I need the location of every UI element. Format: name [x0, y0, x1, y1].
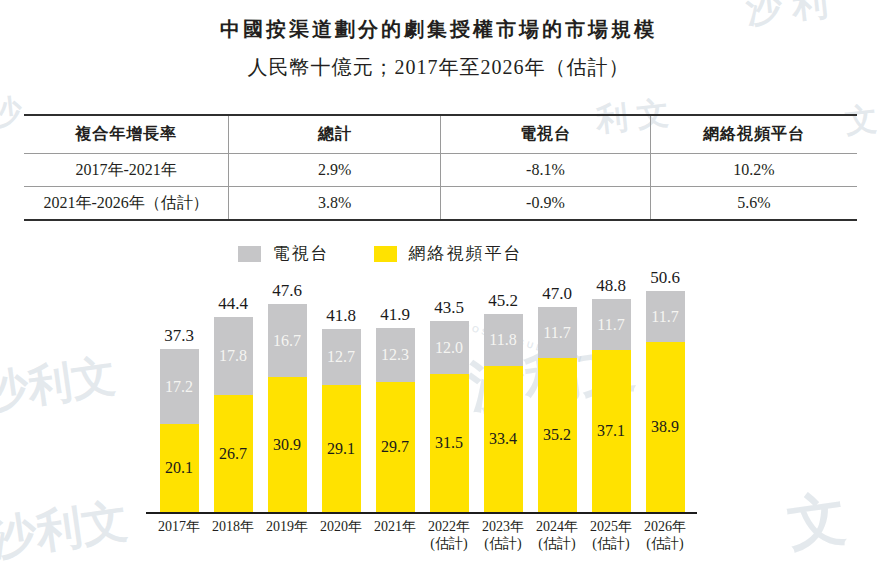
x-axis-tick-label: 2019年	[260, 518, 314, 552]
page-subtitle: 人民幣十億元；2017年至2026年（估計）	[0, 54, 877, 81]
estimate-note: (估計)	[584, 535, 638, 552]
x-axis-tick-label: 2017年	[152, 518, 206, 552]
bar-total-label: 44.4	[218, 294, 248, 314]
online-cell: 5.6%	[650, 187, 857, 221]
x-axis-tick-label: 2022年(估計)	[422, 518, 476, 552]
online-segment: 29.7	[376, 382, 415, 512]
col-header-tv: 電視台	[440, 115, 650, 154]
estimate-note: (估計)	[422, 535, 476, 552]
tv-segment: 17.2	[160, 349, 199, 424]
online-segment: 29.1	[322, 385, 361, 512]
online-segment: 31.5	[430, 374, 469, 512]
x-axis-tick-label: 2024年(估計)	[530, 518, 584, 552]
tv-cell: -8.1%	[440, 154, 650, 187]
tv-legend-label: 電視台	[273, 242, 330, 265]
online-segment: 26.7	[214, 395, 253, 512]
online-segment: 20.1	[160, 424, 199, 512]
period-cell: 2021年-2026年（估計）	[24, 187, 229, 221]
tv-segment: 11.8	[484, 314, 523, 366]
tv-segment: 16.7	[268, 304, 307, 377]
x-axis-tick-label: 2020年	[314, 518, 368, 552]
online-legend-label: 網絡視頻平台	[409, 242, 523, 265]
cagr-table: 複合年增長率 總計 電視台 網絡視頻平台 2017年-2021年 2.9% -8…	[24, 114, 857, 221]
x-axis-tick-label: 2018年	[206, 518, 260, 552]
online-segment: 30.9	[268, 377, 307, 512]
chart-legend: 電視台 網絡視頻平台	[150, 242, 610, 265]
bar-total-label: 37.3	[164, 326, 194, 346]
legend-item-tv: 電視台	[238, 242, 330, 265]
online-segment: 35.2	[538, 358, 577, 512]
online-segment: 37.1	[592, 350, 631, 512]
x-axis-tick-label: 2021年	[368, 518, 422, 552]
bar-column: 47.0 11.735.2	[530, 284, 584, 512]
online-segment: 38.9	[646, 342, 685, 512]
bar-column: 43.5 12.031.5	[422, 298, 476, 512]
x-axis-tick-label: 2025年(估計)	[584, 518, 638, 552]
tv-segment: 12.7	[322, 329, 361, 385]
bar-total-label: 41.8	[326, 306, 356, 326]
tv-segment: 11.7	[538, 307, 577, 358]
x-axis-line	[146, 512, 697, 514]
x-axis-tick-label: 2023年(估計)	[476, 518, 530, 552]
bar-column: 47.6 16.730.9	[260, 281, 314, 512]
table-row: 2017年-2021年 2.9% -8.1% 10.2%	[24, 154, 857, 187]
tv-segment: 11.7	[592, 299, 631, 350]
total-cell: 2.9%	[229, 154, 441, 187]
estimate-note: (估計)	[638, 535, 692, 552]
tv-segment: 12.0	[430, 321, 469, 374]
x-axis-labels: 2017年2018年2019年2020年2021年2022年(估計)2023年(…	[152, 518, 692, 552]
page-title: 中國按渠道劃分的劇集授權市場的市場規模	[0, 16, 877, 43]
online-cell: 10.2%	[650, 154, 857, 187]
x-axis-tick-label: 2026年(估計)	[638, 518, 692, 552]
estimate-note: (估計)	[530, 535, 584, 552]
legend-item-online: 網絡視頻平台	[374, 242, 523, 265]
col-header-online: 網絡視頻平台	[650, 115, 857, 154]
bar-total-label: 47.0	[542, 284, 572, 304]
bars-row: 37.317.220.144.417.826.747.616.730.941.8…	[152, 258, 692, 512]
tv-cell: -0.9%	[440, 187, 650, 221]
tv-segment: 17.8	[214, 317, 253, 395]
bar-total-label: 41.9	[380, 305, 410, 325]
bar-total-label: 43.5	[434, 298, 464, 318]
bar-column: 45.2 11.833.4	[476, 291, 530, 512]
bar-column: 41.8 12.729.1	[314, 306, 368, 512]
bar-total-label: 50.6	[650, 268, 680, 288]
online-legend-swatch	[374, 246, 397, 262]
bar-column: 48.8 11.737.1	[584, 276, 638, 512]
tv-segment: 11.7	[646, 291, 685, 342]
estimate-note: (估計)	[476, 535, 530, 552]
online-segment: 33.4	[484, 366, 523, 512]
table-header-row: 複合年增長率 總計 電視台 網絡視頻平台	[24, 115, 857, 154]
tv-legend-swatch	[238, 246, 261, 262]
total-cell: 3.8%	[229, 187, 441, 221]
bar-total-label: 47.6	[272, 281, 302, 301]
bar-total-label: 45.2	[488, 291, 518, 311]
bar-column: 41.9 12.329.7	[368, 305, 422, 512]
col-header-cagr: 複合年增長率	[24, 115, 229, 154]
bar-column: 50.6 11.738.9	[638, 268, 692, 512]
tv-segment: 12.3	[376, 328, 415, 382]
bar-column: 44.4 17.826.7	[206, 294, 260, 512]
period-cell: 2017年-2021年	[24, 154, 229, 187]
bar-total-label: 48.8	[596, 276, 626, 296]
col-header-total: 總計	[229, 115, 441, 154]
table-row: 2021年-2026年（估計） 3.8% -0.9% 5.6%	[24, 187, 857, 221]
bar-column: 37.3 17.220.1	[152, 326, 206, 512]
stacked-bar-chart: 37.317.220.144.417.826.747.616.730.941.8…	[0, 0, 877, 570]
